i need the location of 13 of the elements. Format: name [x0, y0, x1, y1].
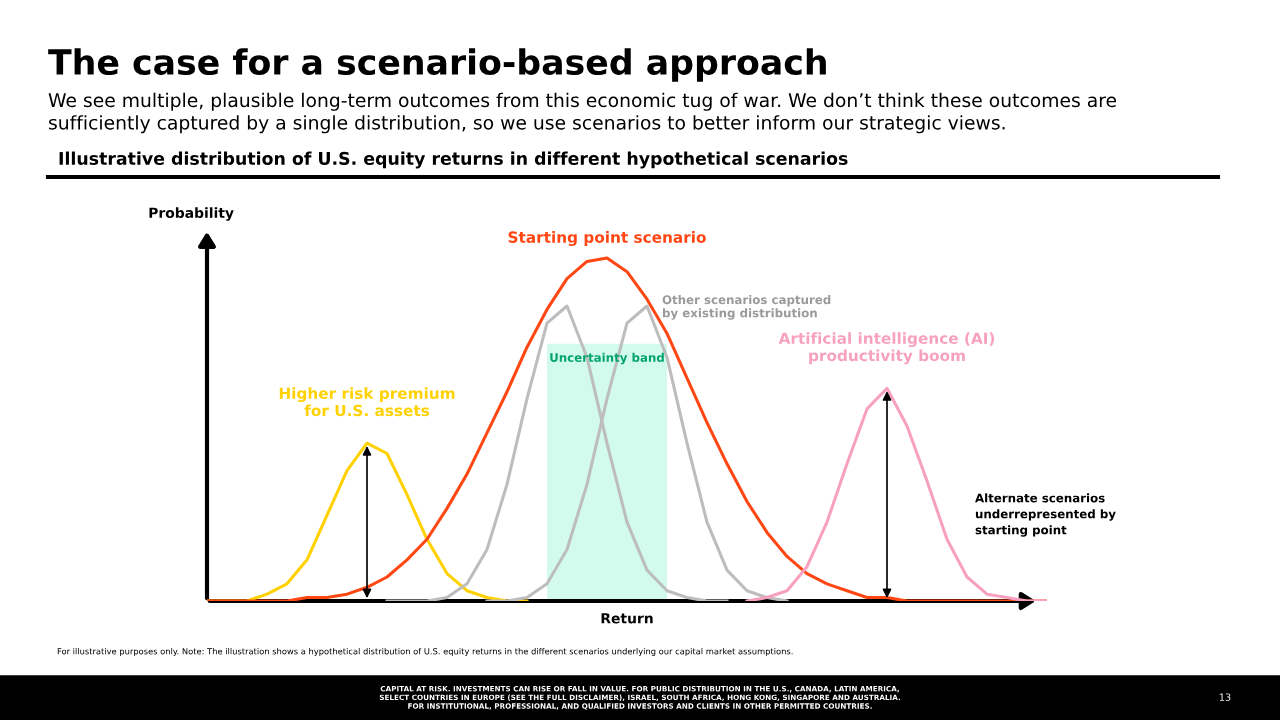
text: Artificial intelligence (AI) productivity boom: [778, 332, 995, 365]
y-axis-title: Probability: [149, 207, 234, 221]
x-axis-title: Return: [601, 613, 653, 624]
series-label: Starting point scenario: [508, 231, 706, 246]
chart-subtitle: We see multiple, plausible long-term outcomes from this economic tug of war. We don’t think these outcomes are sufficiently captured by a single distribution, so we use scenarios to better inform our strategic views.: [48, 92, 1117, 134]
series-label: Uncertainty band: [550, 352, 664, 365]
annotation: Alternate scenarios underrepresented by starting point: [975, 493, 1116, 537]
text: 13: [1219, 693, 1231, 701]
text: For illustrative purposes only. Note: The illustration shows a hypothetical distribution of U.S. equity returns in the different scenarios underlying our capital market assumptions.: [57, 647, 793, 657]
series-label: Other scenarios captured by existing distribution: [662, 295, 831, 320]
text: Illustrative distribution of U.S. equity returns in different hypothetical scenarios: [59, 151, 848, 169]
chart-title: The case for a scenario-based approach: [48, 48, 826, 82]
text: Higher risk premium for U.S. assets: [279, 387, 455, 417]
